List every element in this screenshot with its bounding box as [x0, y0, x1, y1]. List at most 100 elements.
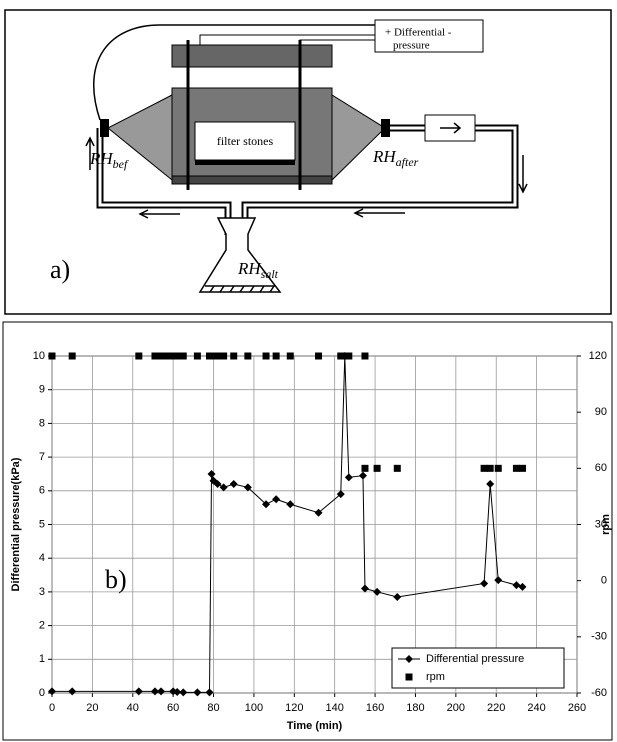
marker	[193, 688, 202, 697]
marker	[360, 584, 369, 593]
y2-tick-label: 0	[601, 575, 607, 587]
arrow	[353, 208, 405, 218]
y-tick-label: 3	[39, 586, 45, 598]
chart: 0 20 40 60 80 100 120 140 160 180 200 220 240 2600123…	[10, 350, 612, 732]
x-tick-label: 40	[127, 702, 139, 714]
sensor	[100, 119, 109, 137]
marker	[480, 464, 488, 472]
bottom-plate	[171, 175, 333, 185]
x-tick-label: 60	[167, 702, 179, 714]
y2-tick-label: -60	[591, 687, 607, 699]
marker	[314, 508, 323, 517]
pressure-box	[374, 19, 484, 53]
marker	[135, 352, 143, 360]
legend-marker	[405, 673, 413, 681]
legend-label: rpm	[426, 671, 445, 683]
marker	[179, 352, 187, 360]
marker	[393, 592, 402, 601]
salt	[205, 285, 275, 293]
marker	[214, 352, 222, 360]
y-tick-label: 5	[39, 518, 45, 530]
sensor-main: RH	[89, 149, 114, 168]
y-tick-label: 2	[39, 620, 45, 632]
marker	[157, 352, 165, 360]
marker	[48, 687, 56, 696]
marker	[272, 495, 281, 504]
y-tick-label: 6	[39, 485, 45, 497]
marker	[361, 464, 369, 472]
marker	[494, 464, 502, 472]
panel-label: a)	[50, 255, 70, 284]
annotation: b)	[105, 565, 127, 594]
x-tick-label: 160	[366, 702, 384, 714]
x-tick-label: 20	[86, 702, 98, 714]
legend-label: Differential pressure	[426, 653, 524, 665]
filter-bottom	[195, 160, 295, 165]
sensor-sub: salt	[261, 267, 279, 281]
y-tick-label: 9	[39, 384, 45, 396]
y-tick-label: 4	[39, 552, 45, 564]
marker	[486, 464, 494, 472]
marker	[206, 352, 213, 360]
marker	[173, 687, 182, 696]
y-axis-label: Differential pressure(kPa)	[10, 457, 22, 591]
marker	[229, 480, 238, 489]
marker	[68, 352, 76, 360]
marker	[286, 352, 294, 360]
x-tick-label: 120	[285, 702, 303, 714]
sensor-label: RHbef	[89, 149, 129, 171]
y2-tick-label: 90	[595, 406, 607, 418]
y-tick-label: 0	[39, 687, 45, 699]
marker	[134, 687, 143, 696]
marker	[157, 687, 166, 696]
marker	[48, 352, 56, 360]
marker	[512, 581, 521, 590]
marker	[151, 352, 159, 360]
x-tick-label: 240	[527, 702, 545, 714]
marker	[262, 352, 270, 360]
arrow	[85, 136, 95, 170]
flask	[198, 217, 282, 293]
marker	[68, 687, 77, 696]
marker	[213, 480, 222, 489]
marker	[220, 352, 228, 360]
marker	[494, 576, 503, 585]
x-tick-label: 220	[487, 702, 505, 714]
arrow	[440, 122, 462, 134]
marker	[393, 464, 401, 472]
marker	[315, 352, 323, 360]
x-tick-label: 80	[207, 702, 219, 714]
marker	[219, 483, 228, 492]
legend-box	[391, 647, 565, 689]
x-tick-label: 0	[49, 702, 55, 714]
top-plate	[171, 44, 333, 68]
x-tick-label: 180	[406, 702, 424, 714]
wire	[93, 24, 375, 121]
marker	[230, 352, 238, 360]
y2-tick-label: 30	[595, 518, 607, 530]
diagram: + Differential - pressure filter stones …	[4, 9, 612, 315]
pressure-label: pressure	[393, 40, 430, 52]
marker	[518, 582, 527, 591]
marker	[207, 469, 216, 478]
marker	[373, 464, 381, 472]
marker	[272, 352, 280, 360]
y2-axis-label: rpm	[600, 514, 612, 535]
y-tick-label: 1	[39, 653, 45, 665]
x-axis-label: Time (min)	[287, 720, 343, 732]
x-tick-label: 200	[447, 702, 465, 714]
legend-marker	[405, 655, 413, 663]
sensor	[381, 119, 390, 137]
sensor-label: RHafter	[372, 147, 419, 169]
marker	[163, 352, 171, 360]
x-tick-label: 260	[568, 702, 586, 714]
marker	[480, 579, 489, 588]
marker	[210, 352, 218, 360]
marker	[344, 473, 353, 482]
sensor-sub: after	[396, 155, 419, 169]
marker	[373, 587, 382, 596]
marker	[244, 352, 252, 360]
marker	[512, 464, 520, 472]
arrow	[518, 155, 528, 194]
